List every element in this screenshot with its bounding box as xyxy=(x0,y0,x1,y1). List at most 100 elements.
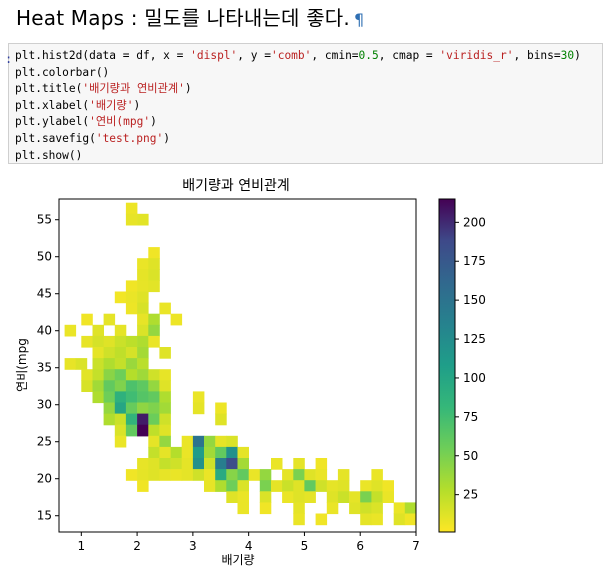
heatmap-cell xyxy=(148,280,160,293)
heatmap-cell xyxy=(282,480,294,492)
heatmap-cell xyxy=(125,358,138,370)
heatmap-cell xyxy=(114,369,127,381)
heatmap-cell xyxy=(315,513,328,526)
heatmap-cell xyxy=(137,258,149,270)
heatmap-cell xyxy=(204,446,216,459)
heatmap-cell xyxy=(393,502,406,515)
heatmap-cell xyxy=(125,369,138,381)
x-tick-label: 2 xyxy=(133,539,141,553)
colorbar xyxy=(438,198,456,533)
heatmap-cell xyxy=(103,369,116,381)
heatmap-cell xyxy=(304,480,316,492)
heatmap-cell xyxy=(125,424,138,437)
heatmap-cell xyxy=(237,480,249,492)
x-tick-label: 1 xyxy=(77,539,85,553)
y-tick-label: 55 xyxy=(37,213,52,227)
heatmap-cell xyxy=(159,302,171,315)
heatmap-cell xyxy=(404,513,417,526)
heatmap-cell xyxy=(315,458,328,470)
heatmap-cell xyxy=(293,480,305,492)
heatmap-cell xyxy=(137,424,149,437)
code-editor[interactable]: plt.hist2d(data = df, x = 'displ', y ='c… xyxy=(15,48,581,164)
heatmap-cell xyxy=(92,324,104,337)
heatmap-cell xyxy=(349,502,361,515)
heatmap-cell xyxy=(103,413,116,426)
heatmap-cell xyxy=(92,347,104,359)
heatmap-cell xyxy=(114,358,127,370)
y-axis: 15 20 25 30 35 40 45 50 55 xyxy=(37,213,59,523)
heatmap-cell xyxy=(114,291,127,304)
heatmap-cell xyxy=(137,302,149,315)
heatmap-cell xyxy=(215,435,227,448)
code-line: plt.savefig('test.png') xyxy=(15,131,170,145)
heatmap-cell xyxy=(337,491,350,503)
heatmap-cell xyxy=(137,313,149,326)
heatmap-cell xyxy=(204,469,216,481)
heatmap-cell xyxy=(293,502,305,515)
heatmap-cell xyxy=(159,402,171,415)
heatmap-cell xyxy=(125,302,138,315)
heatmap-cell xyxy=(137,280,149,293)
heatmap-cell xyxy=(114,424,127,437)
heatmap-cell xyxy=(237,458,249,470)
colorbar-tick-label: 150 xyxy=(463,293,486,307)
heatmap-cell xyxy=(137,458,149,470)
heatmap-cell xyxy=(92,380,104,392)
heatmap-cell xyxy=(393,513,406,526)
heatmap-cell xyxy=(326,491,339,503)
heatmap-cell xyxy=(170,458,183,470)
heatmap-cell xyxy=(360,513,372,526)
y-axis-label: 연비(mpg xyxy=(15,338,29,392)
colorbar-tick-label: 25 xyxy=(463,488,478,502)
code-line: plt.colorbar() xyxy=(15,65,110,79)
heatmap-cell xyxy=(148,324,160,337)
heatmap-cell xyxy=(371,480,383,492)
heatmap-cell xyxy=(159,391,171,404)
heatmap-cell xyxy=(181,458,194,470)
colorbar-axis: 25 50 75 100 125 150 175 200 xyxy=(455,215,486,502)
heatmap-cell xyxy=(192,458,205,470)
heatmap-cell xyxy=(75,358,88,370)
code-line: plt.show() xyxy=(15,148,83,162)
heatmap-cell xyxy=(159,469,171,481)
x-tick-label: 7 xyxy=(412,539,420,553)
heatmap-cell xyxy=(114,324,127,337)
heatmap-cell xyxy=(125,280,138,293)
heatmap-cell xyxy=(148,269,160,281)
heatmap-cell xyxy=(92,391,104,404)
colorbar-tick-label: 200 xyxy=(463,215,486,229)
heatmap-cell xyxy=(337,480,350,492)
heatmap-cell xyxy=(259,480,272,492)
heatmap-cell xyxy=(282,469,294,481)
heatmap-cell xyxy=(293,458,305,470)
x-axis-label: 배기량 xyxy=(221,553,254,567)
heatmap-cell xyxy=(382,491,394,503)
y-tick-label: 40 xyxy=(37,324,52,338)
x-tick-label: 4 xyxy=(245,539,253,553)
anchor-link[interactable]: ¶ xyxy=(353,10,365,29)
heatmap-cell xyxy=(137,324,149,337)
x-axis: 1 2 3 4 5 6 7 xyxy=(77,532,420,553)
heatmap-cell xyxy=(226,480,238,492)
heatmap-cell xyxy=(304,469,316,481)
heatmap-cell xyxy=(259,491,272,503)
heatmap-cell xyxy=(148,435,160,448)
heatmap-cell xyxy=(81,380,93,392)
heatmap-cell xyxy=(137,391,149,404)
heatmap-cell xyxy=(148,313,160,326)
colorbar-tick-label: 50 xyxy=(463,449,478,463)
heatmap-cell xyxy=(259,502,272,515)
code-cell[interactable]: : plt.hist2d(data = df, x = 'displ', y =… xyxy=(5,43,603,164)
heatmap-cell xyxy=(137,335,149,348)
code-line: plt.xlabel('배기량') xyxy=(15,98,141,112)
chart-title: 배기량과 연비관계 xyxy=(182,178,290,194)
heatmap-cell xyxy=(125,469,138,481)
heading-title: Heat Maps : 밀도를 나타내는데 좋다. xyxy=(16,6,350,30)
heatmap-cell xyxy=(192,469,205,481)
heatmap-cell xyxy=(349,491,361,503)
heatmap-cell xyxy=(137,358,149,370)
heatmap-cell xyxy=(81,335,93,348)
heatmap-cell xyxy=(215,458,227,470)
heatmap-cell xyxy=(114,335,127,348)
heatmap-cell xyxy=(215,446,227,459)
